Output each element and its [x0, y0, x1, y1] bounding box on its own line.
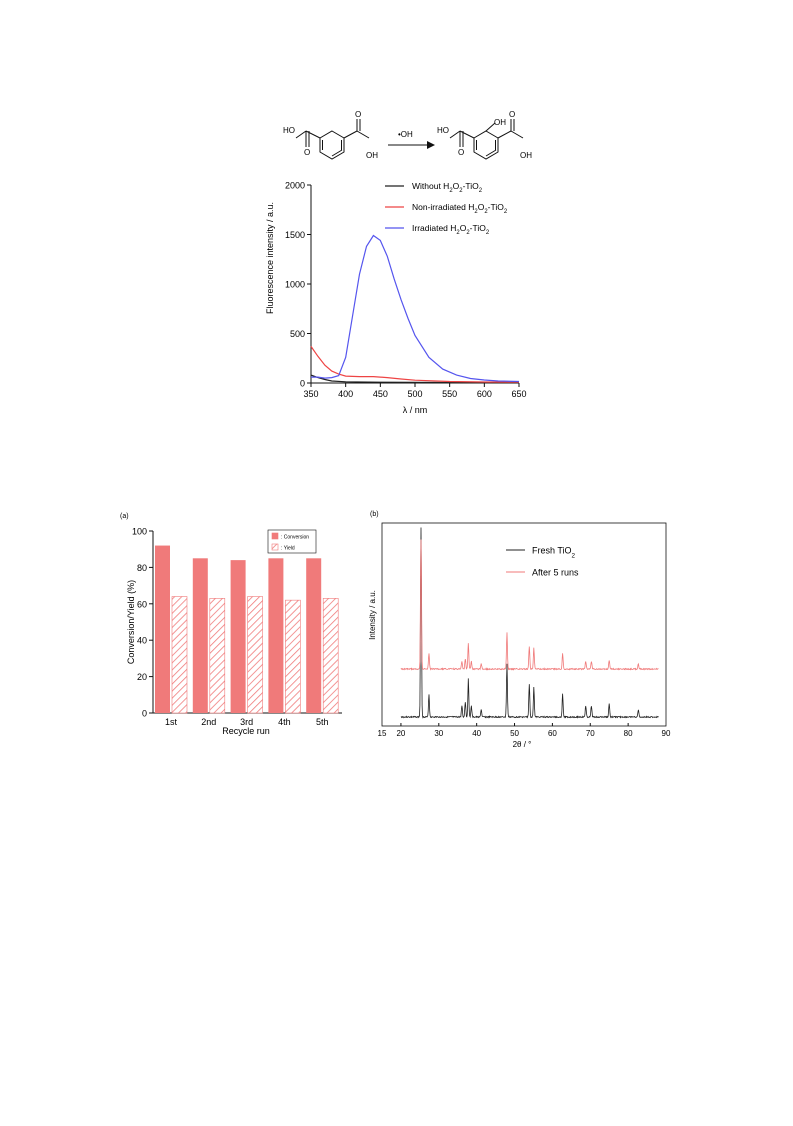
xrd-x-tick-label: 30 — [434, 729, 443, 738]
bar-conversion-4th — [268, 558, 284, 713]
fluorescence-series-group — [310, 234, 520, 384]
fl-x-tick-label: 400 — [338, 389, 353, 399]
xrd-frame — [381, 522, 667, 727]
recycle-bar-chart: (a) 0 20 40 60 80 100 1st 2nd 3rd 4th 5th : Conver… — [120, 513, 342, 736]
xrd-legend: Fresh TiO2 After 5 runs — [506, 546, 579, 578]
xrd-x-axis-label: 2θ / ° — [513, 740, 532, 749]
xrd-x-tick-label: 70 — [586, 729, 595, 738]
bar-y-tick-label: 0 — [142, 709, 147, 719]
fl-series-line-1 — [310, 346, 520, 383]
bar-y-tick-label: 80 — [137, 563, 147, 573]
fl-x-tick-label: 650 — [511, 389, 526, 399]
xrd-y-axis-label: Intensity / a.u. — [368, 590, 377, 640]
bar-category-label: 2nd — [201, 717, 216, 727]
reactant-label-oh: OH — [366, 151, 378, 160]
bar-conversion-3rd — [230, 560, 246, 713]
xrd-x-tick-label: 15 — [378, 729, 387, 738]
fluorescence-x-axis-label: λ / nm — [403, 405, 428, 415]
bar-yield-3rd — [247, 596, 263, 714]
recycle-panel-label: (a) — [120, 513, 129, 520]
bar-yield-2nd — [209, 598, 226, 714]
fl-legend-label-0: Without H2O2-TiO2 — [412, 181, 482, 194]
fluorescence-axes: 0 500 1000 1500 2000 350 400 450 500 550 600 650 — [285, 181, 527, 400]
fl-x-tick-label: 550 — [442, 389, 457, 399]
fl-x-tick-label: 600 — [477, 389, 492, 399]
recycle-bars-group — [155, 545, 339, 714]
bar-yield-5th — [322, 598, 339, 714]
fl-x-tick-label: 450 — [373, 389, 388, 399]
fluorescence-legend: Without H2O2-TiO2 Non-irradiated H2O2-TiO… — [385, 181, 507, 236]
fl-y-tick-label: 2000 — [285, 181, 305, 191]
bar-y-tick-label: 100 — [132, 527, 147, 537]
bar-y-tick-label: 40 — [137, 636, 147, 646]
fluorescence-y-axis-label: Fluorescence intensity / a.u. — [265, 202, 275, 314]
fl-legend-label-2: Irradiated H2O2-TiO2 — [412, 223, 489, 236]
bar-legend-box — [267, 529, 317, 554]
product-structure — [449, 119, 524, 160]
xrd-x-tick-label: 40 — [472, 729, 481, 738]
xrd-panel-label: (b) — [370, 511, 379, 518]
xrd-axes: 15 20 30 40 50 60 70 80 90 — [378, 522, 671, 738]
xrd-series-group — [400, 527, 659, 719]
reactant-label-ho: HO — [283, 126, 295, 135]
fl-series-line-2 — [311, 234, 520, 383]
bar-conversion-1st — [155, 545, 170, 713]
fl-x-tick-label: 350 — [303, 389, 318, 399]
recycle-x-axis-label: Recycle run — [222, 726, 270, 736]
fl-x-tick-label: 500 — [407, 389, 422, 399]
xrd-legend-label-1: After 5 runs — [532, 568, 579, 578]
fl-legend-label-1: Non-irradiated H2O2-TiO2 — [412, 202, 507, 215]
product-oxygen-right: O — [509, 110, 515, 119]
bar-category-label: 1st — [165, 717, 178, 727]
xrd-legend-label-0: Fresh TiO2 — [532, 546, 576, 560]
xrd-x-tick-label: 50 — [510, 729, 519, 738]
reaction-scheme: HO O O OH •OH HO O OH O OH — [283, 110, 532, 160]
fl-y-tick-label: 0 — [300, 379, 305, 389]
bar-y-tick-label: 60 — [137, 599, 147, 609]
bar-legend-swatch-1 — [271, 543, 279, 551]
bar-conversion-2nd — [192, 558, 208, 713]
bar-legend-label-0: : Conversion — [281, 535, 309, 541]
bar-category-label: 4th — [278, 717, 291, 727]
xrd-series-line-0 — [400, 527, 659, 719]
recycle-y-axis-label: Conversion/Yield (%) — [126, 580, 136, 664]
bar-category-label: 5th — [316, 717, 329, 727]
reactant-structure — [295, 119, 370, 160]
product-label-oh: OH — [520, 151, 532, 160]
xrd-x-tick-label: 20 — [396, 729, 405, 738]
fl-y-tick-label: 1500 — [285, 230, 305, 240]
fl-series-line-0 — [310, 374, 519, 384]
product-oxygen-left: O — [458, 148, 464, 157]
reactant-oxygen-right: O — [355, 110, 361, 119]
fl-y-tick-label: 500 — [290, 329, 305, 339]
bar-category-label: 3rd — [240, 717, 253, 727]
bar-yield-4th — [285, 599, 301, 714]
product-label-hydroxyl: OH — [494, 118, 506, 127]
bar-legend-swatch-0 — [271, 532, 279, 540]
bar-y-tick-label: 20 — [137, 672, 147, 682]
xrd-x-tick-label: 80 — [624, 729, 633, 738]
reactant-oxygen-left: O — [304, 148, 310, 157]
product-label-ho: HO — [437, 126, 449, 135]
xrd-chart: (b) 15 20 30 40 50 60 70 80 90 Fresh TiO2 After 5… — [368, 511, 671, 749]
xrd-series-line-1 — [400, 539, 659, 671]
xrd-x-tick-label: 90 — [662, 729, 671, 738]
bar-conversion-5th — [306, 558, 322, 713]
recycle-legend: : Conversion : Yield — [267, 529, 317, 554]
reaction-arrow-label: •OH — [398, 130, 413, 139]
xrd-x-tick-label: 60 — [548, 729, 557, 738]
bar-yield-1st — [171, 596, 188, 714]
bar-legend-label-1: : Yield — [281, 546, 295, 552]
fl-y-tick-label: 1000 — [285, 280, 305, 290]
fluorescence-chart: 0 500 1000 1500 2000 350 400 450 500 550 600 650 Wi… — [265, 181, 527, 416]
